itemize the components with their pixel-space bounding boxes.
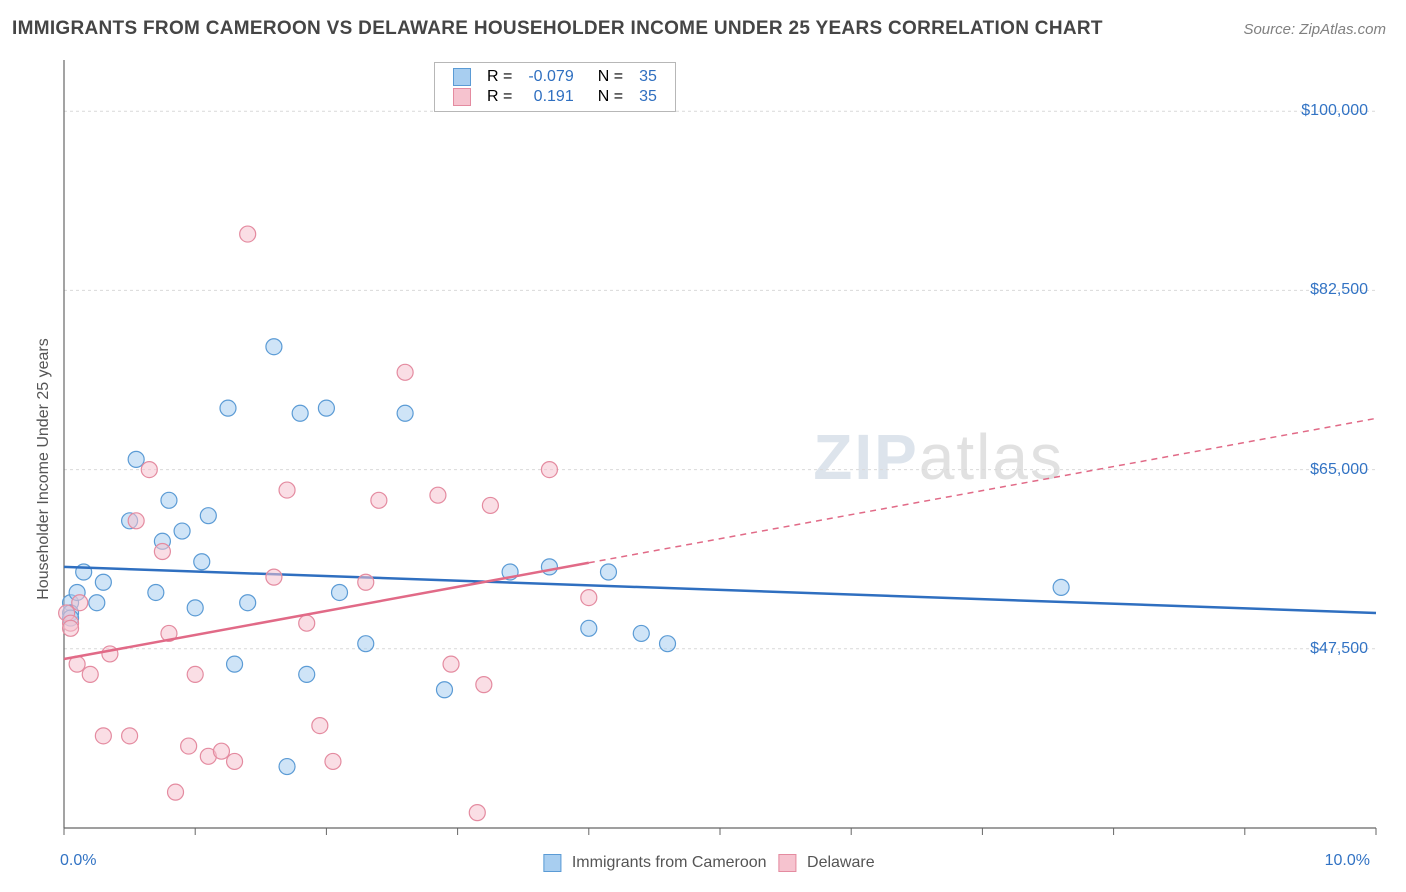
chart-svg [14, 60, 1392, 878]
y-tick: $65,000 [1310, 461, 1368, 479]
y-tick: $47,500 [1310, 640, 1368, 658]
chart-source: Source: ZipAtlas.com [1243, 21, 1386, 38]
chart-area: Householder Income Under 25 years ZIPatl… [14, 60, 1392, 878]
x-tick-max: 10.0% [1325, 852, 1370, 870]
stats-legend: R =-0.079 N =35 R =0.191 N =35 [434, 62, 676, 112]
chart-title: IMMIGRANTS FROM CAMEROON VS DELAWARE HOU… [12, 18, 1103, 40]
y-tick: $100,000 [1301, 102, 1368, 120]
series-legend: Immigrants from Cameroon Delaware [531, 854, 874, 872]
y-tick: $82,500 [1310, 281, 1368, 299]
x-tick-min: 0.0% [60, 852, 96, 870]
